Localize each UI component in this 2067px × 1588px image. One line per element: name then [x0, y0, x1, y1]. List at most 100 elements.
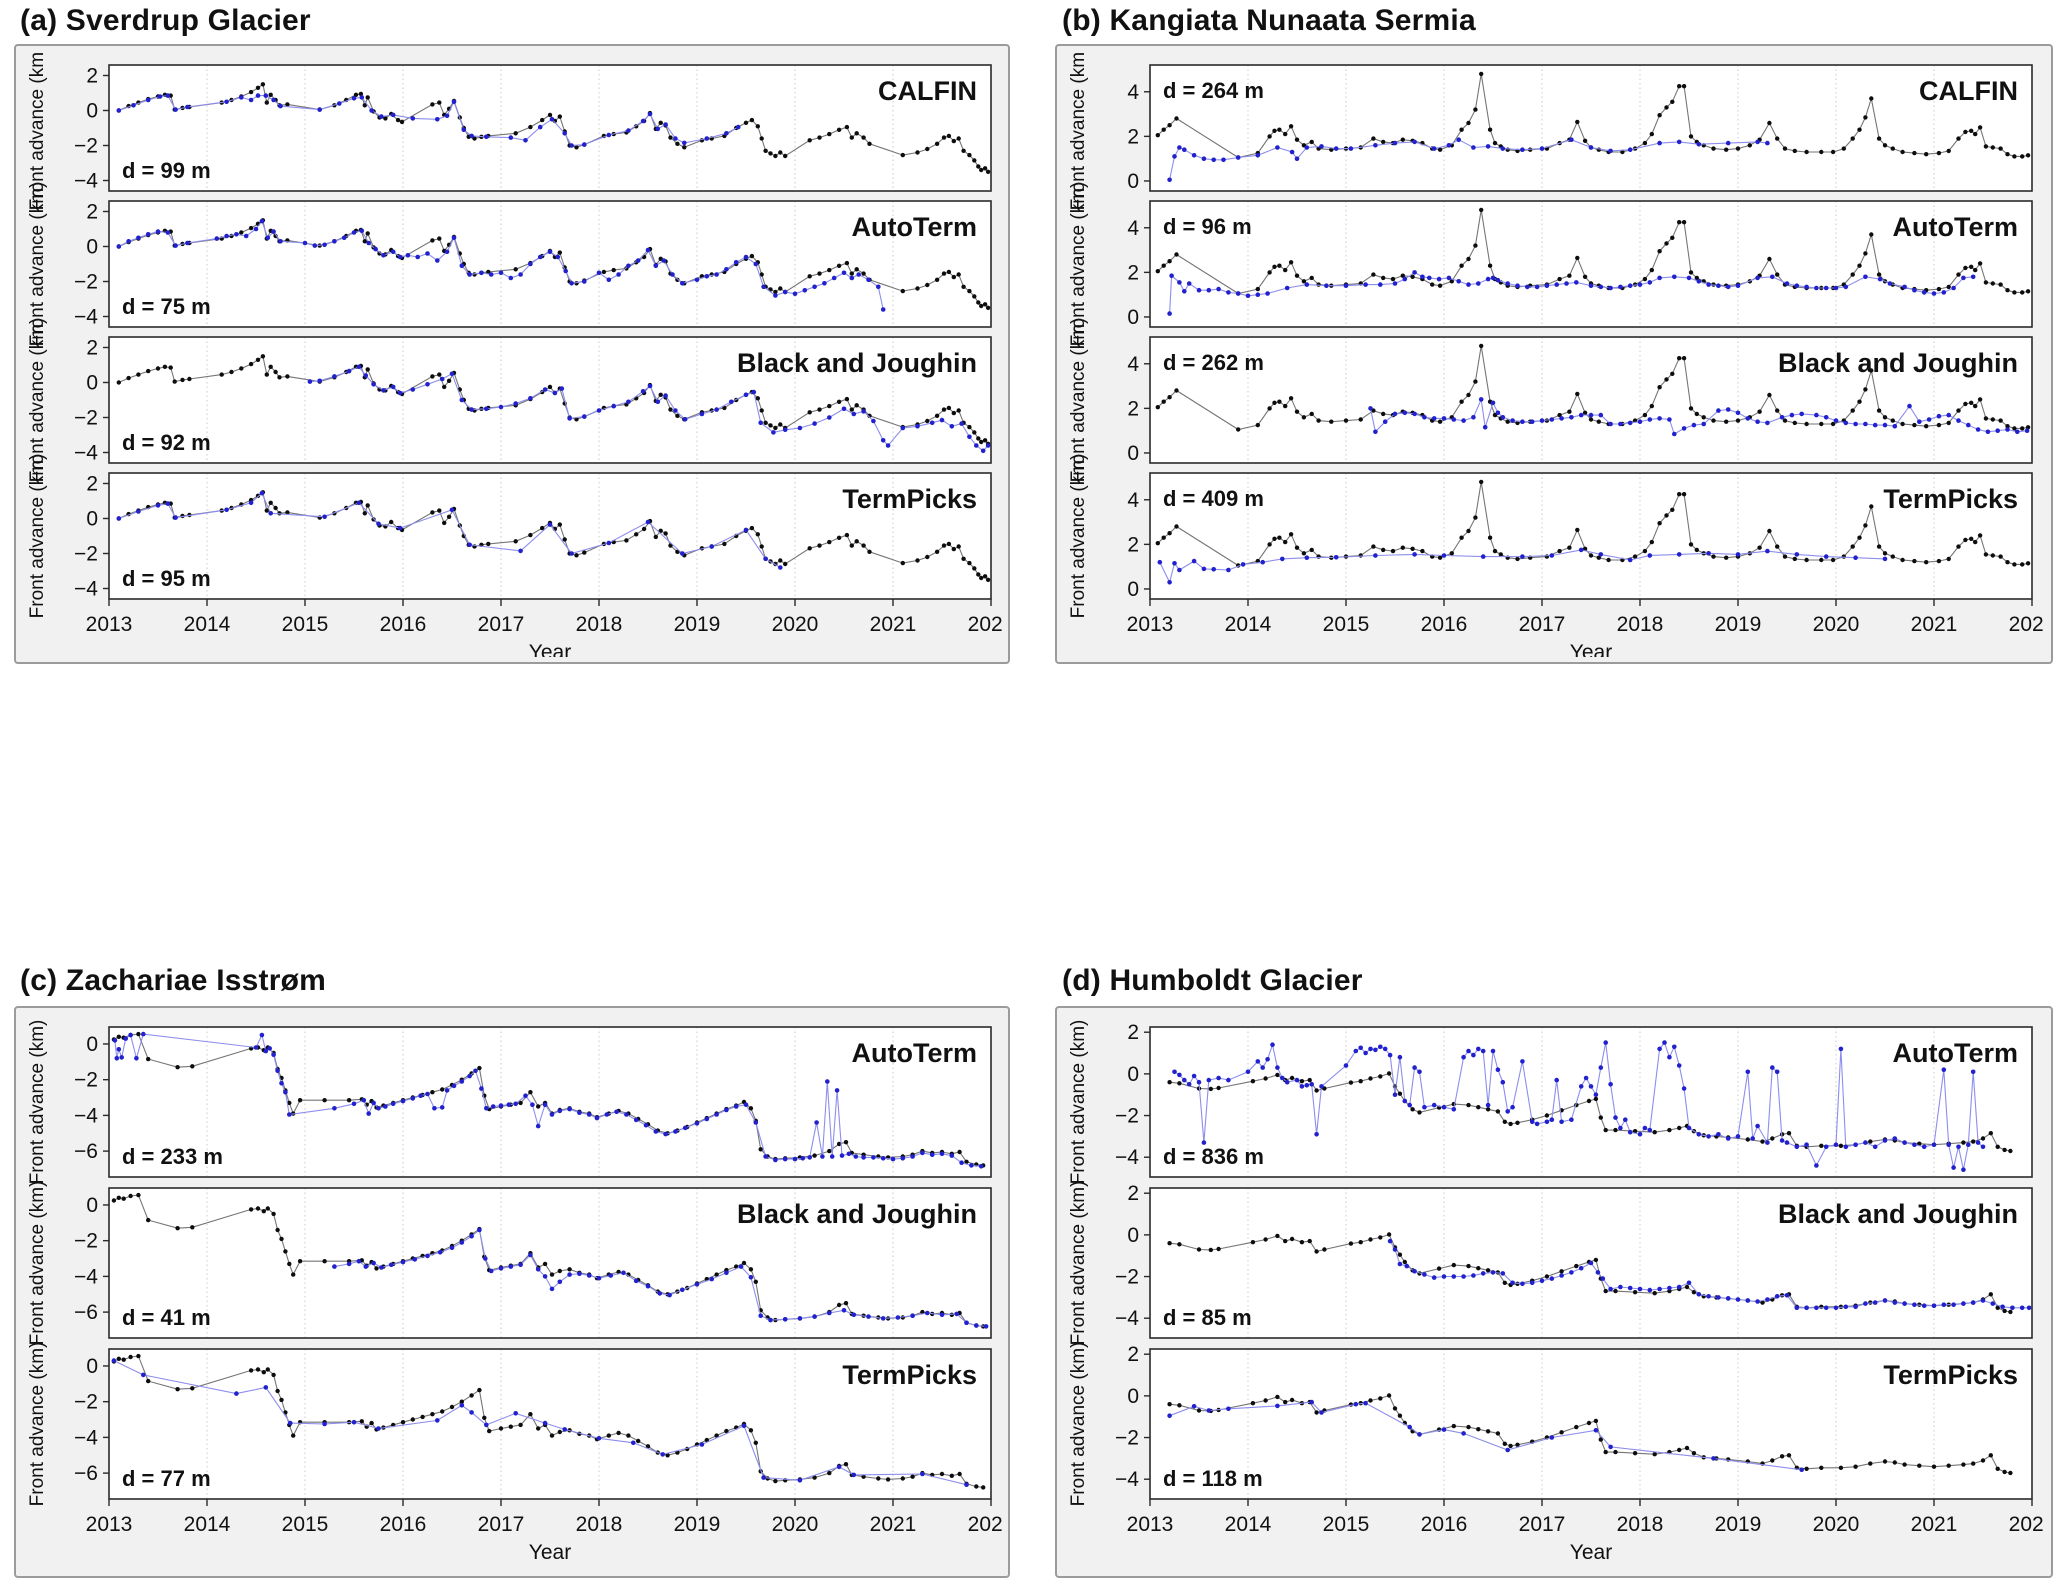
y-tick-label: 2: [1127, 125, 1139, 148]
y-tick-label: 4: [1127, 81, 1139, 104]
x-tick-label: 2020: [772, 613, 819, 636]
subplot-border: [108, 1187, 992, 1339]
x-tick-label: 2016: [380, 613, 427, 636]
dataset-series: [116, 93, 741, 148]
x-tick-label: 2021: [870, 1513, 917, 1536]
distance-label: d = 96 m: [1163, 214, 1252, 239]
y-tick-label: −6: [74, 1462, 98, 1485]
distance-label: d = 262 m: [1163, 350, 1264, 375]
y-axis-label: Front advance (km): [27, 1020, 48, 1185]
panel-c-chart: 0 −2 −4 −6 Front advance (km) AutoTerm d = 233…: [27, 1020, 1003, 1564]
y-axis-label: Front advance (km): [1068, 1181, 1089, 1346]
x-tick-label: 2022: [968, 613, 1003, 636]
y-axis-label: Front advance (km): [1068, 318, 1089, 483]
reference-series: [1155, 479, 2031, 568]
subplot-border: [108, 1026, 992, 1178]
y-tick-label: 0: [86, 1194, 98, 1217]
panel-b-title: (b) Kangiata Nunaata Sermia: [1062, 4, 1476, 37]
y-tick-label: 0: [86, 1033, 98, 1056]
subplot-border: [108, 472, 992, 600]
y-axis-label: Front advance (km): [1068, 1342, 1089, 1507]
x-tick-label: 2022: [2009, 613, 2044, 636]
reference-series: [1167, 1071, 2013, 1154]
y-tick-label: −4: [1115, 1146, 1139, 1169]
x-tick-label: 2019: [1715, 1513, 1762, 1536]
x-tick-label: 2021: [1911, 1513, 1958, 1536]
x-tick-label: 2021: [1911, 613, 1958, 636]
y-axis-label: Front advance (km): [27, 1181, 48, 1346]
distance-label: d = 75 m: [122, 294, 211, 319]
x-tick-label: 2013: [86, 613, 133, 636]
dataset-series-line: [118, 219, 884, 310]
y-tick-label: 0: [86, 372, 98, 395]
dataset-label: AutoTerm: [852, 1038, 978, 1068]
distance-label: d = 409 m: [1163, 486, 1264, 511]
dataset-label: TermPicks: [842, 1360, 977, 1390]
y-axis-label: Front advance (km): [1068, 454, 1089, 619]
y-tick-label: 0: [1127, 1063, 1139, 1086]
x-tick-label: 2017: [478, 613, 525, 636]
y-tick-label: 2: [1127, 397, 1139, 420]
subplot-border: [108, 64, 992, 192]
dataset-label: TermPicks: [1883, 1360, 2018, 1390]
panel-c-title: (c) Zachariae Isstrøm: [20, 964, 326, 997]
panel-b-container: 4 2 0 Front advance (km) CALFIN d = 264 m 4 2 0 F…: [1055, 44, 2053, 664]
dataset-series: [1368, 397, 2030, 437]
dataset-label: Black and Joughin: [737, 1199, 977, 1229]
y-axis-label: Front advance (km): [27, 318, 48, 483]
y-tick-label: −2: [74, 407, 98, 430]
y-axis-label: Front advance (km): [27, 182, 48, 347]
x-tick-label: 2017: [1519, 613, 1566, 636]
subplot-border: [1149, 64, 2033, 192]
distance-label: d = 233 m: [122, 1144, 223, 1169]
y-axis-label: Front advance (km): [1068, 53, 1089, 210]
x-tick-label: 2018: [1617, 613, 1664, 636]
y-tick-label: 2: [86, 473, 98, 496]
x-tick-label: 2016: [380, 1513, 427, 1536]
distance-label: d = 99 m: [122, 158, 211, 183]
dataset-label: AutoTerm: [852, 212, 978, 242]
y-tick-label: −2: [1115, 1105, 1139, 1128]
subplot-border: [1149, 1348, 2033, 1500]
distance-label: d = 836 m: [1163, 1144, 1264, 1169]
x-tick-label: 2019: [674, 613, 721, 636]
y-tick-label: −4: [74, 1265, 98, 1288]
y-tick-label: 0: [86, 100, 98, 123]
y-tick-label: −4: [1115, 1468, 1139, 1491]
dataset-series-line: [113, 1360, 967, 1486]
x-tick-label: 2019: [1715, 613, 1762, 636]
x-tick-label: 2018: [1617, 1513, 1664, 1536]
y-tick-label: 0: [1127, 1224, 1139, 1247]
y-tick-label: 0: [1127, 1385, 1139, 1408]
y-tick-label: −2: [74, 271, 98, 294]
distance-label: d = 264 m: [1163, 78, 1264, 103]
dataset-label: CALFIN: [878, 76, 977, 106]
y-tick-label: 2: [86, 337, 98, 360]
dataset-label: CALFIN: [1919, 76, 2018, 106]
y-tick-label: −4: [74, 578, 98, 601]
x-tick-label: 2015: [282, 613, 329, 636]
dataset-series: [332, 1227, 989, 1329]
y-tick-label: −2: [1115, 1427, 1139, 1450]
subplot-border: [108, 1348, 992, 1500]
y-tick-label: 0: [86, 1355, 98, 1378]
subplot-border: [108, 336, 992, 464]
y-tick-label: 2: [86, 201, 98, 224]
dataset-series: [307, 364, 991, 454]
x-tick-label: 2018: [576, 1513, 623, 1536]
distance-label: d = 85 m: [1163, 1305, 1252, 1330]
y-tick-label: 2: [1127, 261, 1139, 284]
panel-d-chart: 2 0 −2 −4 Front advance (km) AutoTerm d = 836 …: [1068, 1020, 2044, 1564]
y-tick-label: 2: [1127, 1182, 1139, 1205]
dataset-series: [1157, 547, 1888, 585]
dataset-series: [112, 1031, 984, 1169]
dataset-series: [116, 218, 886, 312]
dataset-series: [1167, 270, 1976, 316]
plot-background: [1150, 65, 2032, 191]
subplot-border: [1149, 1187, 2033, 1339]
dataset-series: [1167, 137, 1770, 183]
y-axis-label: Front advance (km): [27, 454, 48, 619]
x-tick-label: 2013: [1127, 613, 1174, 636]
x-tick-label: 2014: [1225, 613, 1272, 636]
y-tick-label: 2: [1127, 1021, 1139, 1044]
